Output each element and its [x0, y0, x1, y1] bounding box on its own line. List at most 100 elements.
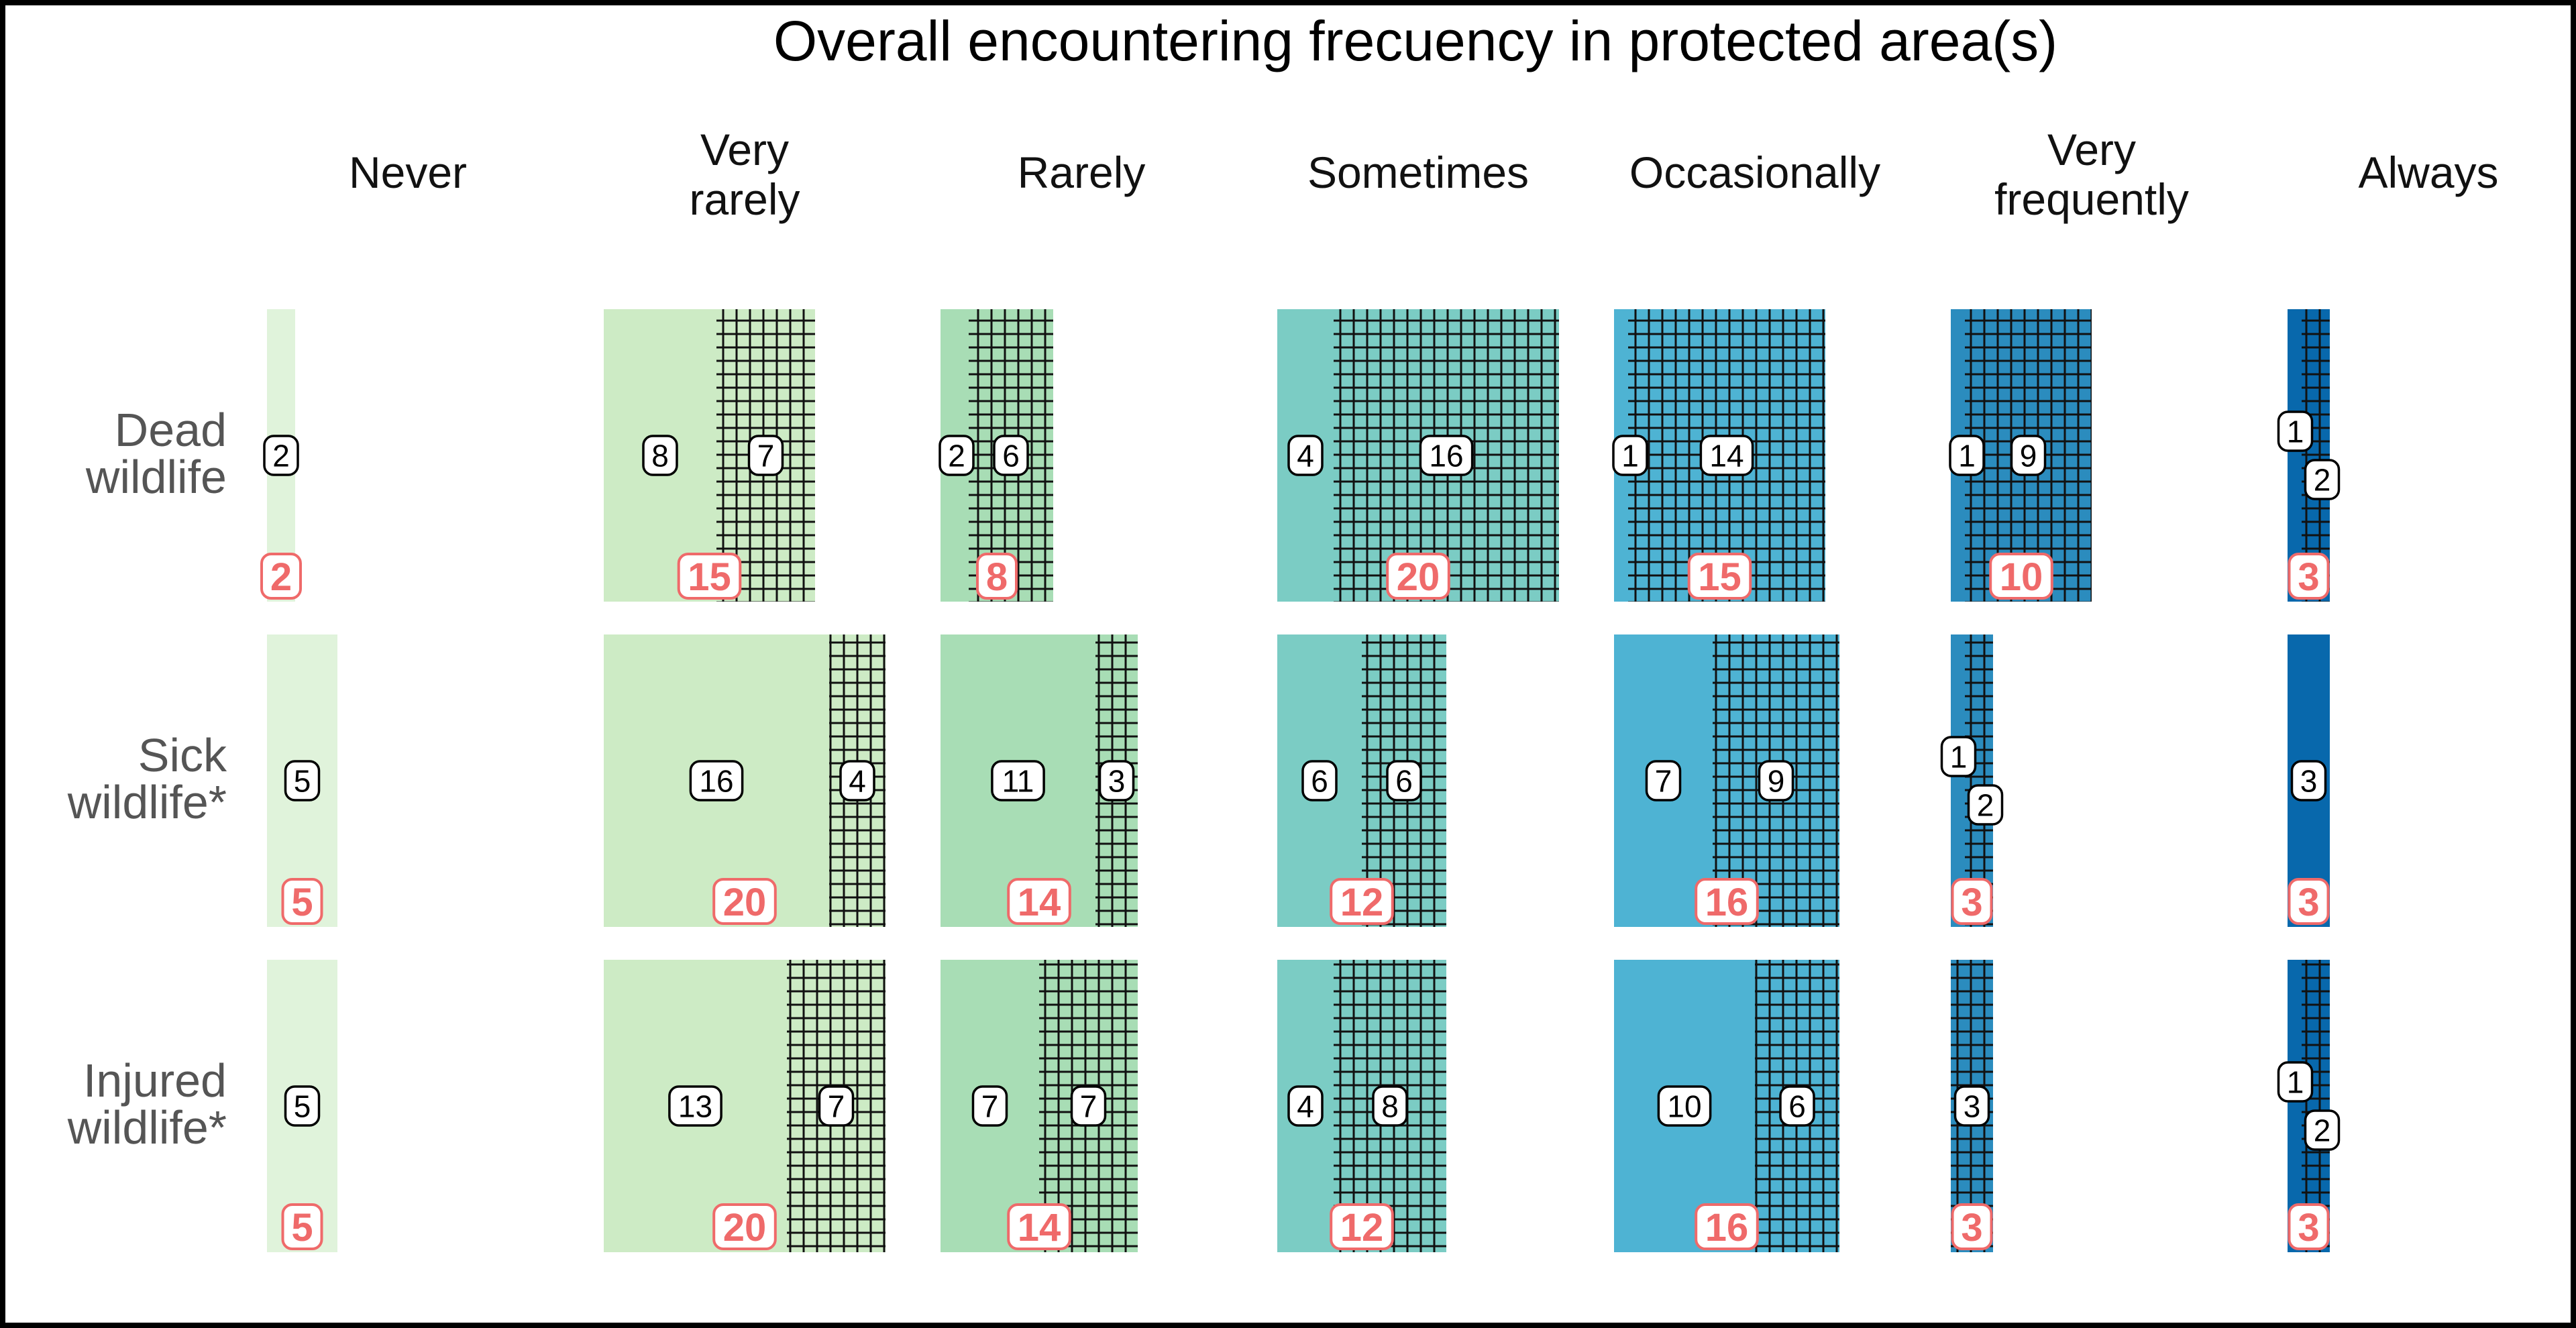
- count-label: 3: [1964, 1089, 1981, 1124]
- badge-box: [1940, 736, 1977, 777]
- mosaic-cell: 10 6 16: [1614, 960, 1839, 1252]
- badge-box: [971, 1085, 1008, 1127]
- count-badge: 1: [2277, 410, 2314, 452]
- badge-box: [1758, 760, 1794, 801]
- count-label: 7: [981, 1089, 999, 1124]
- row-header-line: wildlife*: [67, 776, 227, 828]
- badge-box: [677, 553, 742, 600]
- total-count-badge: 3: [1951, 1203, 1993, 1250]
- total-count-badge: 3: [1951, 878, 1993, 925]
- count-badge: 7: [971, 1085, 1008, 1127]
- column-header-line: Never: [349, 148, 467, 197]
- count-badge: 6: [1386, 760, 1422, 801]
- badge-box: [712, 1203, 777, 1250]
- total-count-badge: 5: [281, 1203, 323, 1250]
- column-header-line: Occasionally: [1629, 148, 1880, 197]
- badge-box: [2277, 410, 2314, 452]
- count-badge: 10: [1657, 1085, 1712, 1127]
- badge-box: [938, 435, 975, 476]
- mosaic-cell: 7 9 16: [1614, 634, 1839, 927]
- count-badge: 13: [668, 1085, 722, 1127]
- count-badge: 14: [1699, 435, 1754, 476]
- total-count-badge: 3: [2288, 553, 2330, 600]
- count-label: 2: [2314, 463, 2331, 498]
- count-badge: 16: [1419, 435, 1474, 476]
- count-badge: 9: [2010, 435, 2047, 476]
- row-header-line: wildlife: [85, 451, 227, 503]
- total-count-label: 15: [1698, 555, 1741, 599]
- badge-box: [1372, 1085, 1408, 1127]
- mosaic-cell: 4 16 20: [1277, 309, 1559, 602]
- count-label: 3: [2300, 764, 2318, 799]
- badge-box: [2288, 553, 2330, 600]
- row-header: Injured wildlife*: [67, 1054, 227, 1154]
- badge-box: [668, 1085, 722, 1127]
- total-count-label: 5: [291, 1206, 313, 1250]
- mosaic-chart: Overall encountering frecuency in protec…: [67, 9, 2499, 1252]
- count-label: 7: [1655, 764, 1672, 799]
- count-label: 1: [1950, 740, 1968, 775]
- total-count-badge: 16: [1695, 878, 1759, 925]
- count-badge: 5: [284, 760, 321, 801]
- badge-box: [1949, 435, 1985, 476]
- badge-box: [2304, 459, 2341, 500]
- badge-box: [2010, 435, 2047, 476]
- badge-box: [976, 553, 1018, 600]
- badge-box: [747, 435, 784, 476]
- count-label: 6: [1311, 764, 1328, 799]
- column-header: Occasionally: [1629, 148, 1880, 197]
- count-label: 16: [699, 764, 733, 799]
- count-label: 6: [1395, 764, 1413, 799]
- badge-box: [1386, 760, 1422, 801]
- count-badge: 7: [1645, 760, 1682, 801]
- badge-box: [1007, 1203, 1071, 1250]
- column-header: Rarely: [1018, 148, 1146, 197]
- total-count-label: 3: [1961, 881, 1982, 924]
- count-label: 4: [1297, 1089, 1314, 1124]
- count-label: 1: [2287, 1065, 2304, 1100]
- count-badge: 6: [1301, 760, 1338, 801]
- badge-box: [2304, 1109, 2341, 1151]
- total-count-label: 12: [1340, 881, 1384, 924]
- total-count-badge: 14: [1007, 1203, 1071, 1250]
- count-label: 1: [2287, 414, 2304, 449]
- mosaic-cell: 13 7 20: [604, 960, 885, 1252]
- badge-box: [1695, 878, 1759, 925]
- count-label: 6: [1002, 439, 1020, 474]
- badge-box: [1657, 1085, 1712, 1127]
- count-badge: 16: [689, 760, 744, 801]
- count-badge: 4: [1287, 1085, 1324, 1127]
- total-count-badge: 16: [1695, 1203, 1759, 1250]
- column-header-line: Very: [700, 125, 789, 174]
- badge-box: [1330, 1203, 1394, 1250]
- row-header-line: Injured: [83, 1054, 227, 1107]
- total-count-badge: 5: [281, 878, 323, 925]
- count-label: 8: [651, 439, 669, 474]
- badge-box: [839, 760, 875, 801]
- total-count-label: 14: [1018, 881, 1061, 924]
- chart-title: Overall encountering frecuency in protec…: [773, 9, 2057, 72]
- count-badge: 1: [1612, 435, 1648, 476]
- count-badge: 2: [2304, 459, 2341, 500]
- total-count-label: 3: [2298, 881, 2319, 924]
- count-label: 7: [1080, 1089, 1097, 1124]
- count-badge: 2: [263, 435, 299, 476]
- total-count-label: 15: [688, 555, 731, 599]
- mosaic-cell: 12 3: [2277, 960, 2341, 1252]
- badge-box: [281, 1203, 323, 1250]
- count-badge: 3: [1098, 760, 1135, 801]
- badge-box: [1779, 1085, 1815, 1127]
- total-count-badge: 20: [712, 878, 777, 925]
- count-label: 1: [1958, 439, 1976, 474]
- count-label: 2: [1977, 788, 1994, 823]
- row-header-line: Sick: [138, 729, 227, 781]
- count-label: 11: [1002, 764, 1034, 799]
- badge-box: [1951, 1203, 1993, 1250]
- badge-box: [2290, 760, 2327, 801]
- count-badge: 8: [1372, 1085, 1408, 1127]
- total-count-label: 20: [723, 1206, 767, 1250]
- total-count-label: 2: [270, 555, 292, 599]
- badge-box: [1951, 878, 1993, 925]
